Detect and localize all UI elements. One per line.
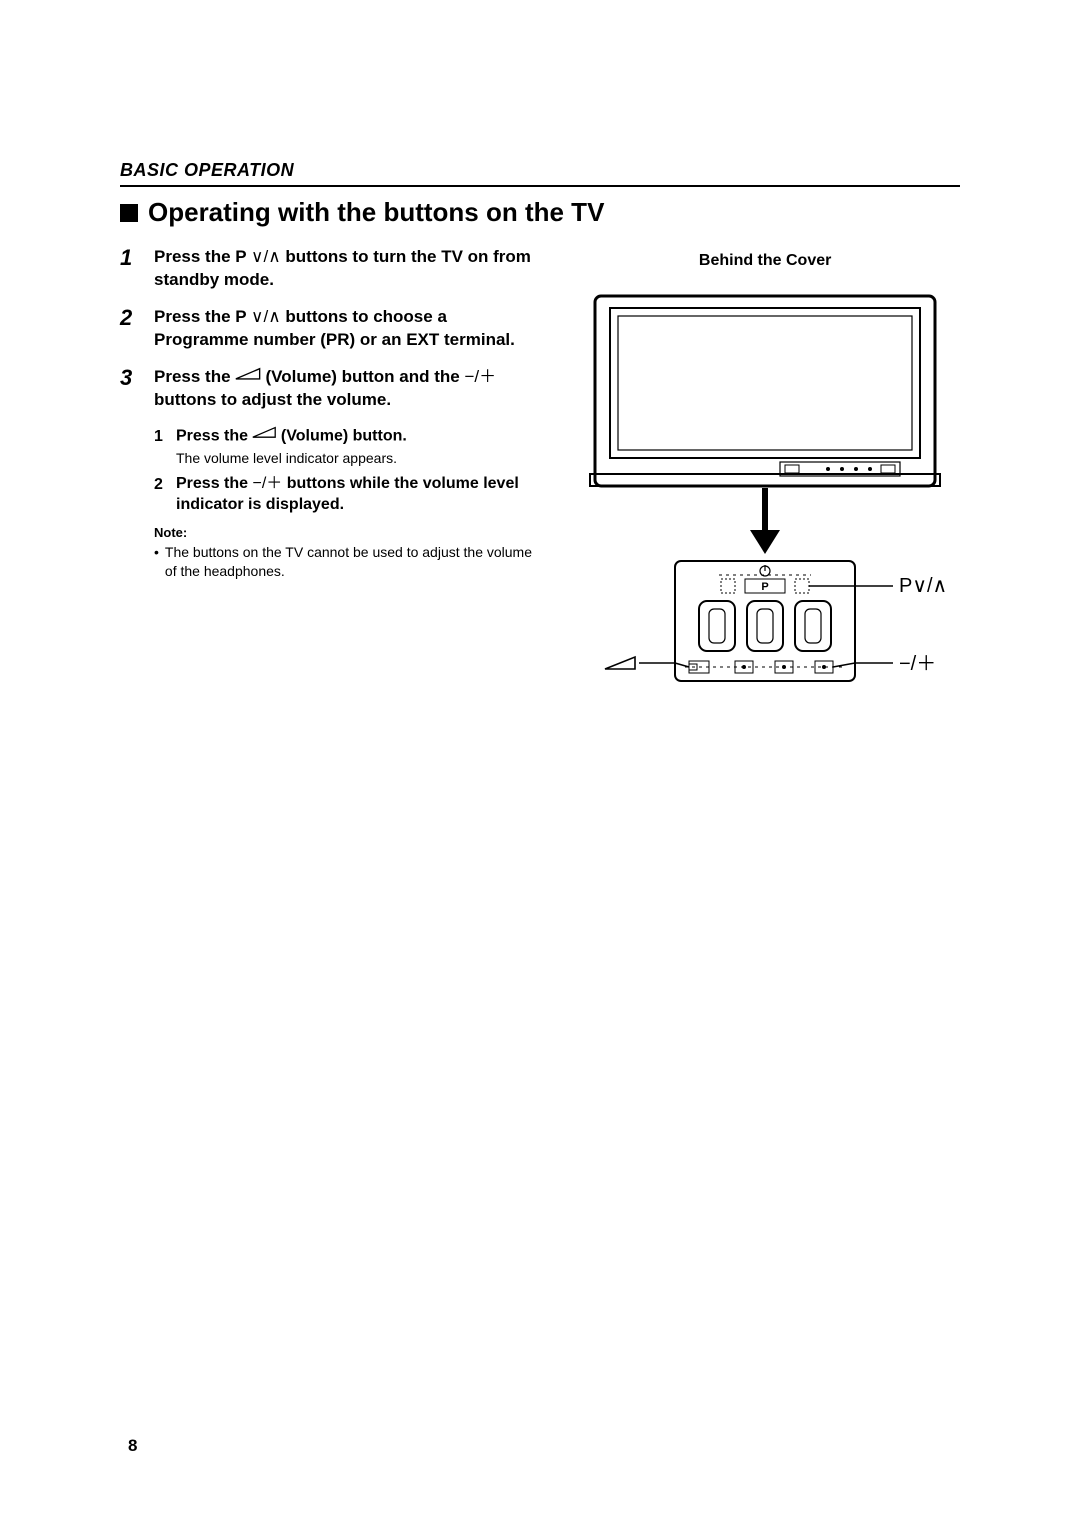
behind-cover-label: Behind the Cover: [570, 252, 960, 270]
svg-text:−/＋: −/＋: [899, 653, 936, 675]
page-number: 8: [128, 1436, 137, 1456]
substep-text: Press the (Volume) button.: [176, 426, 407, 447]
page-title: Operating with the buttons on the TV: [148, 197, 604, 228]
step-item: 3 Press the (Volume) button and the −/＋ b…: [120, 366, 542, 581]
step-text: Press the P ∨/∧ buttons to choose a Prog…: [154, 306, 542, 352]
symbol-glyph: ∧: [268, 307, 280, 326]
symbol-glyph: ＋: [266, 475, 282, 492]
substep-number: 2: [154, 474, 168, 516]
symbol-glyph: ∧: [268, 247, 280, 266]
step-text: Press the (Volume) button and the −/＋ bu…: [154, 366, 542, 412]
section-rule: [120, 185, 960, 187]
tv-figure: P P∨/∧ −/＋: [570, 286, 960, 726]
svg-text:P: P: [761, 581, 768, 593]
title-row: Operating with the buttons on the TV: [120, 197, 960, 228]
section-header: BASIC OPERATION: [120, 160, 960, 181]
step-number: 3: [120, 366, 140, 581]
step-item: 2 Press the P ∨/∧ buttons to choose a Pro…: [120, 306, 542, 352]
figure-column: Behind the Cover P P∨/∧ −/＋: [570, 246, 960, 726]
note-label: Note:: [154, 524, 542, 542]
bullet-icon: •: [154, 543, 159, 581]
symbol-glyph: ∨: [251, 307, 263, 326]
title-bullet-square-icon: [120, 204, 138, 222]
symbol-glyph: ∨: [251, 247, 263, 266]
substeps: 1 Press the (Volume) button. The volume le…: [154, 426, 542, 516]
substep-desc: The volume level indicator appears.: [176, 449, 407, 468]
symbol-glyph: −: [252, 475, 261, 492]
note-line: •The buttons on the TV cannot be used to…: [154, 543, 542, 581]
volume-triangle-icon: [252, 425, 276, 446]
substep-body: Press the (Volume) button. The volume lev…: [176, 426, 407, 468]
svg-text:P∨/∧: P∨/∧: [899, 575, 947, 597]
symbol-glyph: −: [464, 367, 474, 386]
volume-triangle-icon: [235, 365, 261, 388]
substep-body: Press the −/＋ buttons while the volume l…: [176, 474, 542, 516]
instruction-column: 1 Press the P ∨/∧ buttons to turn the TV …: [120, 246, 542, 726]
step-body: Press the P ∨/∧ buttons to turn the TV o…: [154, 246, 542, 292]
substep-text: Press the −/＋ buttons while the volume l…: [176, 474, 542, 516]
step-body: Press the P ∨/∧ buttons to choose a Prog…: [154, 306, 542, 352]
symbol-glyph: ＋: [479, 367, 496, 386]
substep-item: 1 Press the (Volume) button. The volume le…: [154, 426, 542, 468]
step-number: 1: [120, 246, 140, 292]
step-item: 1 Press the P ∨/∧ buttons to turn the TV …: [120, 246, 542, 292]
step-text: Press the P ∨/∧ buttons to turn the TV o…: [154, 246, 542, 292]
substep-number: 1: [154, 426, 168, 468]
step-body: Press the (Volume) button and the −/＋ bu…: [154, 366, 542, 581]
substep-item: 2Press the −/＋ buttons while the volume …: [154, 474, 542, 516]
note-text: The buttons on the TV cannot be used to …: [165, 543, 542, 581]
step-number: 2: [120, 306, 140, 352]
